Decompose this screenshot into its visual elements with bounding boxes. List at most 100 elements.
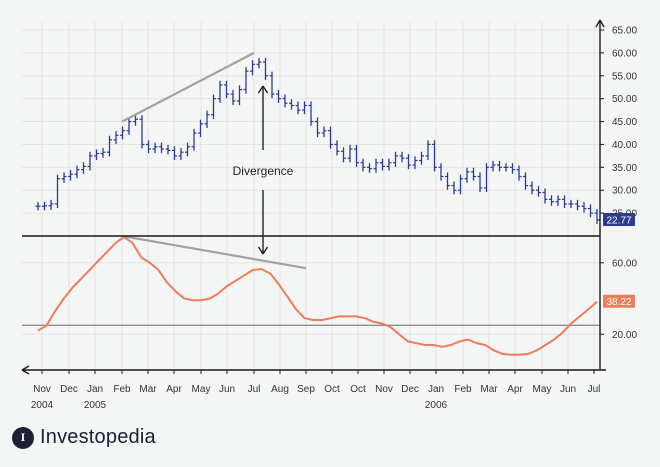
y-axis-arrow-icon — [595, 19, 605, 28]
price-bar — [412, 156, 418, 170]
price-bar — [510, 163, 515, 174]
price-bar — [341, 147, 346, 163]
price-bar — [295, 101, 301, 115]
price-bar — [120, 126, 125, 140]
price-bar — [302, 101, 307, 115]
price-y-tick-label: 55.00 — [612, 71, 637, 82]
price-bar — [380, 158, 385, 171]
price-bar — [204, 110, 210, 128]
x-tick-year-label: 2004 — [31, 400, 54, 411]
price-bar — [178, 148, 184, 161]
x-tick-label: Nov — [375, 384, 393, 395]
price-bar — [347, 144, 353, 163]
price-bar — [146, 140, 151, 154]
price-y-tick-label: 50.00 — [612, 94, 637, 105]
price-last-value-text: 22.77 — [606, 215, 631, 226]
price-bar — [133, 115, 138, 126]
logo-mark: I — [12, 426, 34, 449]
arrow-up-icon — [257, 85, 269, 94]
price-bar — [542, 188, 548, 204]
price-bar — [211, 94, 216, 119]
indicator-line — [37, 235, 598, 356]
price-trend-line-0 — [121, 51, 255, 123]
price-bar — [250, 60, 255, 76]
price-bar — [516, 165, 522, 181]
price-bar — [484, 163, 489, 193]
price-bar — [581, 202, 587, 213]
price-bar — [386, 158, 392, 171]
price-y-tick-label: 60.00 — [612, 48, 637, 59]
price-bar — [113, 131, 119, 144]
x-tick-label: Oct — [350, 384, 366, 395]
price-bar — [191, 128, 197, 151]
price-y-tick-label: 30.00 — [612, 186, 637, 197]
price-bar — [594, 208, 600, 225]
price-bar — [289, 99, 294, 110]
price-bar — [549, 195, 554, 206]
price-last-value-badge — [603, 212, 635, 226]
indicator-y-tick-label: 20.00 — [612, 330, 637, 341]
price-bar — [282, 94, 288, 108]
price-bar — [555, 195, 561, 206]
indicator-last-value-text: 38.22 — [606, 297, 631, 308]
price-bar — [406, 154, 411, 170]
price-bar — [263, 57, 268, 80]
x-tick-label: Feb — [454, 384, 472, 395]
price-bar — [529, 181, 535, 195]
x-tick-label: Jun — [560, 384, 576, 395]
x-axis-arrow-icon — [21, 365, 30, 375]
price-bar — [55, 174, 60, 209]
indicator-trend-line-0 — [121, 234, 307, 270]
price-bar — [94, 149, 99, 161]
x-tick-label: May — [533, 384, 552, 395]
price-bar — [256, 57, 262, 69]
x-tick-label: Mar — [480, 384, 498, 395]
price-bar — [321, 126, 327, 138]
price-y-tick-label: 40.00 — [612, 140, 637, 151]
price-bar — [568, 199, 574, 209]
x-tick-year-label: 2006 — [425, 400, 448, 411]
price-bar — [243, 67, 249, 94]
price-bar — [536, 186, 541, 197]
x-tick-label: Aug — [271, 384, 289, 395]
price-bar — [523, 172, 528, 190]
price-bar — [471, 167, 476, 181]
price-bar — [172, 146, 177, 161]
price-bar — [464, 167, 470, 183]
price-bar — [588, 204, 593, 218]
price-bar — [107, 135, 112, 157]
price-bar — [87, 151, 93, 171]
price-bar — [432, 140, 437, 172]
indicator-last-value-badge — [603, 294, 635, 308]
price-bar — [360, 158, 366, 172]
price-bar — [74, 165, 80, 179]
price-bar — [185, 142, 190, 157]
price-bar — [42, 201, 47, 211]
price-bar — [438, 163, 444, 181]
price-bar — [562, 195, 567, 209]
x-tick-label: Jan — [87, 384, 103, 395]
x-tick-label: Dec — [401, 384, 419, 395]
x-tick-label: Nov — [33, 384, 51, 395]
x-tick-label: Apr — [507, 384, 523, 395]
price-bar — [81, 162, 86, 174]
price-bar — [367, 163, 372, 173]
price-bar — [48, 199, 54, 210]
price-bar — [393, 151, 398, 167]
price-bar — [198, 119, 203, 138]
price-bar — [477, 172, 483, 193]
x-tick-label: Jan — [428, 384, 444, 395]
x-tick-label: May — [192, 384, 211, 395]
price-bar — [425, 140, 431, 161]
price-bar — [269, 71, 275, 99]
price-bar — [575, 199, 580, 211]
price-bar — [497, 160, 502, 172]
price-bar — [126, 117, 132, 135]
price-y-tick-label: 45.00 — [612, 117, 637, 128]
price-bar — [230, 89, 236, 106]
x-tick-label: Oct — [324, 384, 340, 395]
price-bar — [354, 144, 359, 167]
x-tick-label: Apr — [166, 384, 182, 395]
